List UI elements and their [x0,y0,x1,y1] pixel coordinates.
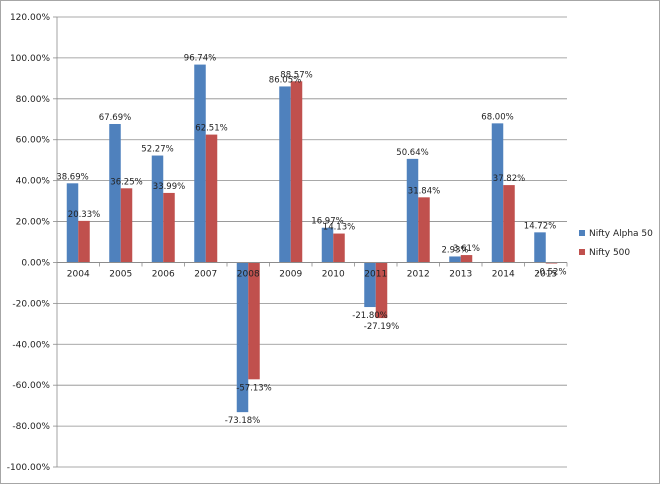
data-label: 14.13% [323,223,355,233]
legend-label: Nifty Alpha 50 [589,229,653,239]
x-category-label: 2009 [279,269,302,279]
y-tick-label: -60.00% [12,381,50,391]
data-label: 2.93% [441,245,468,255]
data-label: 36.25% [110,177,142,187]
bar-nifty-500 [248,262,260,380]
bar-nifty-500 [545,262,558,264]
data-label: 3.61% [453,244,480,254]
x-category-label: 2015 [534,269,557,279]
x-category-label: 2013 [449,269,472,279]
bar-nifty-500 [205,134,218,263]
data-label: 16.97% [311,217,343,227]
data-label: -27.19% [364,322,399,332]
data-label: 88.57% [280,70,312,80]
data-label: 37.82% [493,174,525,184]
y-tick-label: 40.00% [16,177,51,187]
bar-nifty-alpha-50 [279,86,291,263]
y-tick-label: 0.00% [21,258,50,268]
x-category-label: 2008 [237,269,260,279]
data-label: 50.64% [396,148,428,158]
data-label: 86.05% [269,75,301,85]
data-label: 14.72% [524,221,556,231]
data-label: 52.27% [141,145,173,155]
bar-nifty-alpha-50 [406,158,419,263]
bar-nifty-alpha-50 [151,155,164,263]
y-tick-label: 20.00% [16,218,51,228]
y-tick-label: -20.00% [12,299,50,309]
x-category-label: 2012 [407,269,430,279]
bar-nifty-500 [290,81,303,263]
data-labels: 38.69% 20.33% 67.69% 36.25% 52.27% 33.99% 96.7… [56,54,566,427]
data-label: 96.74% [184,54,216,64]
bar-nifty-alpha-50 [449,256,461,263]
bar-nifty-500 [503,185,515,263]
data-label: 67.69% [99,113,131,123]
bar-nifty-500 [163,192,175,263]
bar-nifty-alpha-50 [236,262,249,413]
y-tick-label: -40.00% [12,340,50,350]
data-label: 62.51% [195,124,227,134]
data-label: 33.99% [153,182,185,192]
x-category-label: 2007 [194,269,217,279]
bar-nifty-alpha-50 [321,227,334,263]
y-tick-label: 120.00% [10,13,50,23]
gridlines [57,16,567,468]
data-label: 68.00% [481,112,513,122]
data-label: 20.33% [68,210,100,220]
data-label: -0.52% [536,268,566,278]
axes [56,17,568,467]
bar-nifty-alpha-50 [364,262,376,308]
x-category-label: 2010 [322,269,345,279]
bars [66,64,558,413]
data-label: -57.13% [236,383,271,393]
bar-nifty-500 [78,220,90,263]
x-category-label: 2011 [364,269,387,279]
legend-label: Nifty 500 [589,248,630,258]
data-label: -73.18% [225,416,260,426]
bar-nifty-alpha-50 [66,183,79,263]
legend-swatch [579,249,585,255]
bar-nifty-500 [333,233,345,263]
bar-nifty-500 [375,262,388,319]
data-label: 38.69% [56,172,88,182]
x-category-label: 2004 [67,269,90,279]
y-tick-label: -80.00% [12,422,50,432]
bar-nifty-alpha-50 [491,123,504,263]
x-category-label: 2006 [152,269,175,279]
bar-nifty-500 [120,188,133,263]
bar-nifty-alpha-50 [534,232,546,263]
y-tick-label: -100.00% [7,463,51,473]
y-tick-label: 60.00% [16,136,51,146]
x-category-label: 2014 [492,269,515,279]
bar-nifty-alpha-50 [194,64,206,263]
legend: Nifty Alpha 50 Nifty 500 [579,229,653,258]
data-label: -21.80% [352,311,387,321]
x-axis-categories: 2004 2005 2006 2007 2008 2009 2010 2011 2012 2013… [67,269,557,279]
data-label: 31.84% [408,186,440,196]
bar-nifty-500 [418,197,430,263]
legend-swatch [579,230,585,236]
x-category-label: 2005 [109,269,132,279]
y-axis-ticks: -100.00% -80.00% -60.00% -40.00% -20.00% 0.00… [7,13,57,473]
bar-nifty-alpha-50 [109,123,121,263]
y-tick-label: 100.00% [10,54,50,64]
bar-nifty-500 [460,255,473,263]
y-tick-label: 80.00% [16,95,51,105]
